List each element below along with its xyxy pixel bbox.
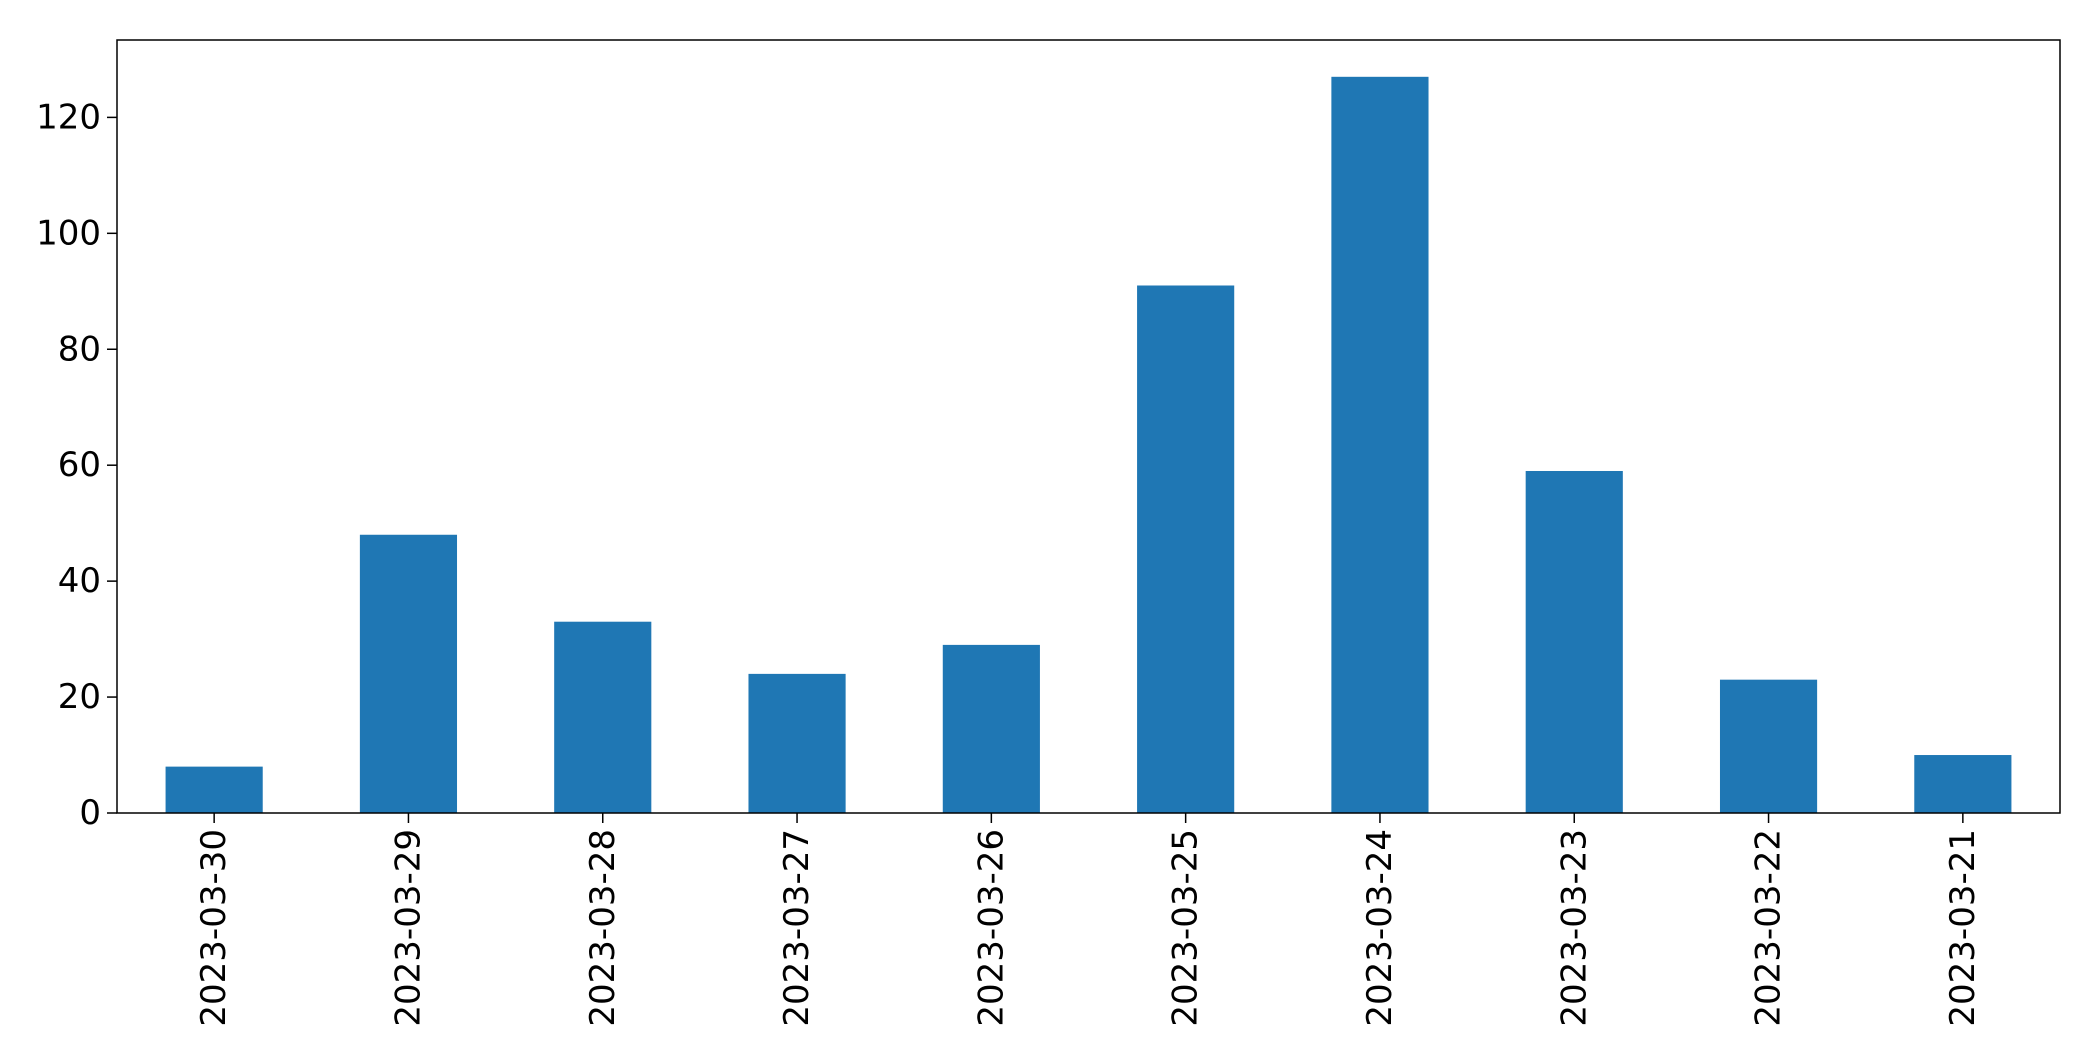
x-tick-label: 2023-03-21 [1943,829,1983,1027]
x-tick-label: 2023-03-26 [971,829,1011,1027]
bar-2023-03-29 [359,534,458,813]
y-tick-label: 0 [79,793,101,833]
x-tick-label: 2023-03-23 [1554,829,1594,1027]
bar-2023-03-27 [748,673,846,813]
bar-2023-03-23 [1525,470,1623,813]
x-tick-label: 2023-03-22 [1749,829,1789,1027]
plot-frame [116,39,2061,814]
bar-2023-03-26 [942,644,1040,813]
bar-2023-03-28 [554,621,652,813]
y-tick-label: 20 [58,677,101,717]
bar-2023-03-25 [1137,285,1235,814]
x-tick-label: 2023-03-29 [388,829,428,1027]
x-tick-label: 2023-03-30 [194,829,234,1027]
bar-2023-03-21 [1914,755,2012,813]
x-tick-label: 2023-03-25 [1166,829,1206,1027]
x-tick-label: 2023-03-27 [777,829,817,1027]
bar-2023-03-24 [1331,76,1429,814]
y-tick-label: 120 [36,97,101,137]
bars-group [165,76,2012,814]
x-tick-label: 2023-03-28 [583,829,623,1027]
x-tick-label: 2023-03-24 [1360,829,1400,1027]
y-axis: 0 20 40 60 80 100 120 [36,97,117,833]
bar-2023-03-22 [1719,679,1818,813]
y-tick-label: 60 [58,445,101,485]
y-tick-label: 100 [36,213,101,253]
y-tick-label: 40 [58,561,101,601]
bar-2023-03-30 [165,766,263,813]
y-tick-label: 80 [58,329,101,369]
x-axis: 2023-03-30 2023-03-29 2023-03-28 2023-03-27… [194,813,1983,1027]
